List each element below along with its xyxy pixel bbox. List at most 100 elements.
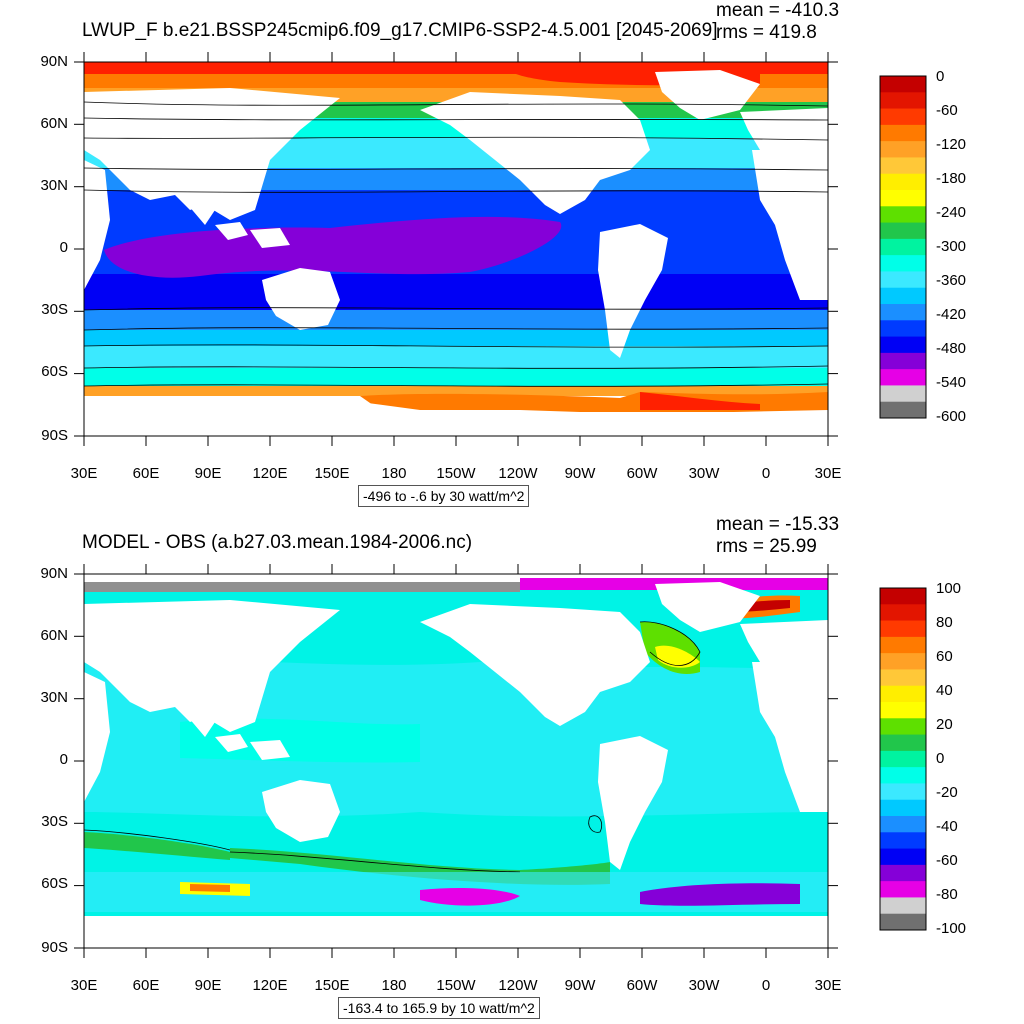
colorbar-label: 40 — [936, 682, 953, 699]
colorbar-label: 100 — [936, 580, 962, 597]
colorbar-swatch — [880, 897, 926, 915]
lon-label: 180 — [381, 977, 407, 994]
colorbar-swatch — [880, 604, 926, 621]
axis-ticks — [74, 564, 838, 958]
colorbar-swatch — [880, 864, 926, 882]
colorbar-swatch — [880, 636, 926, 654]
rms-value: rms = 25.99 — [716, 536, 817, 557]
colorbar-label: -20 — [936, 784, 958, 801]
contour-lines — [84, 621, 701, 851]
colorbar-swatch — [880, 913, 926, 931]
lon-label: 120W — [498, 465, 538, 482]
colorbar-swatch — [880, 206, 926, 223]
colorbar-swatch — [880, 271, 926, 289]
colorbar-swatch — [880, 750, 926, 768]
mean-value: mean = -410.3 — [716, 0, 840, 21]
colorbar-swatch — [880, 124, 926, 142]
lat-label: 60N — [40, 627, 68, 644]
colorbar-swatch — [880, 685, 926, 703]
lon-label: 0 — [761, 977, 771, 994]
colorbar-swatch — [880, 620, 926, 638]
colorbar-label: 60 — [936, 648, 953, 665]
colorbar-swatch — [880, 669, 926, 687]
colorbar-swatch — [880, 287, 926, 305]
colorbar-frame — [879, 75, 927, 419]
lon-label: 60E — [132, 465, 160, 482]
lon-label: 30E — [70, 465, 98, 482]
lat-label: 0 — [59, 751, 68, 768]
lon-label: 60W — [626, 465, 658, 482]
colorbar-label: -600 — [936, 408, 967, 425]
colorbar-label: -40 — [936, 818, 958, 835]
land-masses — [84, 70, 828, 436]
colorbar-frame — [879, 587, 927, 931]
colorbar-label: -480 — [936, 340, 967, 357]
colorbar-swatch — [880, 588, 926, 605]
lon-label: 120E — [252, 977, 288, 994]
lat-label: 60N — [40, 115, 68, 132]
colorbar-swatch — [880, 816, 926, 833]
lon-label: 0 — [761, 465, 771, 482]
map-field — [84, 62, 828, 436]
map-plot — [74, 564, 927, 958]
colorbar-swatch — [880, 783, 926, 801]
lat-label: 30S — [41, 813, 68, 830]
contour-lines — [84, 101, 828, 387]
lon-label: 30E — [70, 977, 98, 994]
axis-ticks — [74, 52, 838, 446]
lon-label: 120W — [498, 977, 538, 994]
lat-label: 30N — [40, 689, 68, 706]
colorbar-label: -300 — [936, 238, 967, 255]
colorbar-swatch — [880, 653, 926, 670]
lat-label: 90N — [40, 53, 68, 70]
lat-label: 30N — [40, 177, 68, 194]
colorbar-swatch — [880, 881, 926, 898]
colorbar-swatch — [880, 848, 926, 866]
mean-value: mean = -15.33 — [716, 514, 840, 535]
lon-label: 90W — [564, 977, 596, 994]
colorbar-swatch — [880, 108, 926, 126]
colorbar-label: 0 — [936, 750, 945, 767]
colorbar-swatch — [880, 832, 926, 849]
lat-label: 60S — [41, 875, 68, 892]
colorbar-swatch — [880, 141, 926, 158]
colorbar-swatch — [880, 352, 926, 370]
colorbar — [879, 587, 927, 931]
lon-label: 150W — [436, 465, 476, 482]
colorbar-label: -420 — [936, 306, 967, 323]
colorbar-swatch — [880, 76, 926, 93]
colorbar-swatch — [880, 190, 926, 207]
lon-label: 90E — [194, 465, 222, 482]
colorbar-swatch — [880, 92, 926, 109]
colorbar-label: -80 — [936, 886, 958, 903]
colorbar-swatch — [880, 255, 926, 272]
lon-label: 150W — [436, 977, 476, 994]
colorbar-label: -100 — [936, 920, 967, 937]
lon-label: 120E — [252, 465, 288, 482]
rms-value: rms = 419.8 — [716, 22, 817, 43]
colorbar-swatch — [880, 157, 926, 175]
lat-label: 90S — [41, 427, 68, 444]
panel-title: MODEL - OBS (a.b27.03.mean.1984-2006.nc) — [82, 532, 473, 553]
lat-label: 90S — [41, 939, 68, 956]
map-panel-bottom: MODEL - OBS (a.b27.03.mean.1984-2006.nc)… — [0, 512, 1024, 1024]
map-plot — [74, 52, 927, 446]
lat-label: 60S — [41, 363, 68, 380]
lon-label: 150E — [314, 465, 350, 482]
colorbar-swatch — [880, 304, 926, 321]
colorbar-swatch — [880, 222, 926, 240]
lon-label: 30E — [814, 977, 842, 994]
lat-label: 30S — [41, 301, 68, 318]
lon-label: 30W — [688, 977, 720, 994]
colorbar-swatch — [880, 718, 926, 735]
colorbar-swatch — [880, 173, 926, 191]
contour-info-box: -163.4 to 165.9 by 10 watt/m^2 — [338, 997, 540, 1019]
colorbar-swatch — [880, 767, 926, 784]
colorbar-label: -180 — [936, 170, 967, 187]
colorbar-label: 0 — [936, 68, 945, 85]
lon-label: 90W — [564, 465, 596, 482]
colorbar-swatch — [880, 336, 926, 354]
colorbar-label: 20 — [936, 716, 953, 733]
colorbar-swatch — [880, 702, 926, 719]
colorbar-swatch — [880, 385, 926, 403]
